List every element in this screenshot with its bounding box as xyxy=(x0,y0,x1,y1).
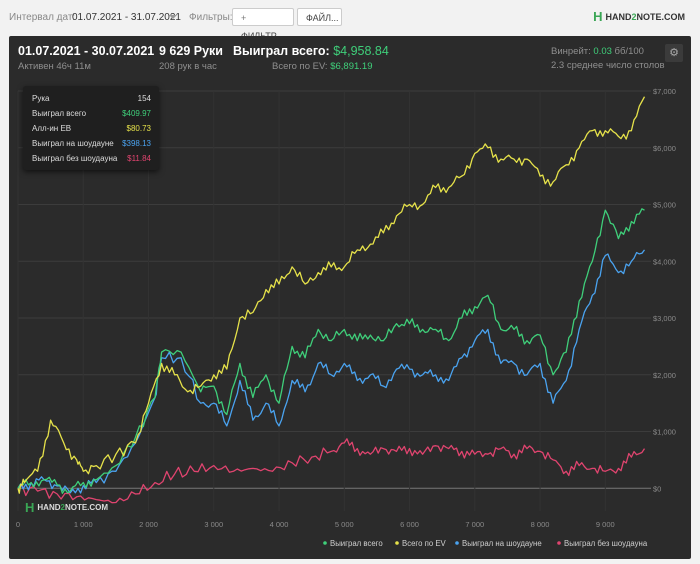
x-tick-label: 0 xyxy=(16,520,20,529)
line-won-showdown xyxy=(17,249,646,494)
chevron-down-icon[interactable] xyxy=(169,15,177,19)
x-tick-label: 6 000 xyxy=(400,520,419,529)
x-tick-label: 9 000 xyxy=(596,520,615,529)
tooltip-row: Выиграл на шоудауне $398.13 xyxy=(32,139,151,148)
tooltip-value: $409.97 xyxy=(122,109,151,118)
watermark-logo: H HAND2NOTE.COM xyxy=(25,500,108,515)
winrate: Винрейт: 0.03 бб/100 xyxy=(551,46,644,57)
tooltip-value: 154 xyxy=(137,94,151,103)
hand-tooltip: Рука 154 Выиграл всего $409.97 Алл-ин EB $8… xyxy=(23,86,159,170)
legend-label: Выиграл всего xyxy=(330,539,383,548)
filters-label: Фильтры: xyxy=(189,12,233,23)
tooltip-row: Выиграл всего $409.97 xyxy=(32,109,151,118)
date-range: 01.07.2021 - 30.07.2021 xyxy=(18,44,155,58)
tooltip-label: Алл-ин EB xyxy=(32,124,72,133)
logo-text-pre: HAND xyxy=(605,11,632,22)
tooltip-row: Алл-ин EB $80.73 xyxy=(32,124,151,133)
legend-label: Выиграл на шоудауне xyxy=(462,539,542,548)
graph-panel: 01.07.2021 - 30.07.2021 Активен 46ч 11м … xyxy=(9,36,691,559)
winrate-label: Винрейт: xyxy=(551,46,591,57)
tooltip-value: $11.84 xyxy=(127,154,151,163)
watermark-text-pre: HAND xyxy=(37,503,61,512)
watermark-text-post: NOTE.COM xyxy=(64,503,109,512)
tooltip-row: Выиграл без шоудауна $11.84 xyxy=(32,154,151,163)
watermark-text-two: 2 xyxy=(60,503,65,512)
watermark-h-icon: H xyxy=(25,500,35,515)
legend-marker xyxy=(557,541,561,545)
y-tick-label: $3,000 xyxy=(653,314,676,323)
logo-h-icon: H xyxy=(593,9,603,24)
tooltip-value: $398.13 xyxy=(122,139,151,148)
avg-tables: 2.3 среднее число столов xyxy=(551,60,665,71)
gear-icon[interactable]: ⚙ xyxy=(665,44,683,62)
ev-total: Всего по EV: $6,891.19 xyxy=(272,61,372,72)
y-tick-label: $2,000 xyxy=(653,371,676,380)
tooltip-value: $80.73 xyxy=(126,124,151,133)
add-filter-button[interactable]: + ФИЛЬТР... xyxy=(232,8,294,41)
tooltip-row: Рука 154 xyxy=(32,94,151,103)
x-tick-label: 7 000 xyxy=(465,520,484,529)
logo-text-two: 2 xyxy=(631,11,637,22)
y-tick-label: $0 xyxy=(653,484,661,493)
interval-label: Интервал дат: xyxy=(9,12,76,23)
ev-value: $6,891.19 xyxy=(330,61,373,72)
tooltip-label: Выиграл на шоудауне xyxy=(32,139,114,148)
top-toolbar: Интервал дат: 01.07.2021 - 31.07.2021 Фи… xyxy=(0,0,700,41)
results-chart: $0 $1,000 $2,000 $3,000 $4,000 $5,000 $6,000 $7… xyxy=(16,87,676,548)
hands-count: 9 629 Руки xyxy=(159,44,223,58)
tooltip-label: Выиграл всего xyxy=(32,109,87,118)
hands-per-hour: 208 рук в час xyxy=(159,61,217,72)
line-ev-total xyxy=(17,96,646,494)
winrate-unit: бб/100 xyxy=(614,46,644,57)
x-tick-label: 2 000 xyxy=(139,520,158,529)
legend-label: Выиграл без шоудауна xyxy=(564,539,648,548)
y-tick-label: $7,000 xyxy=(653,87,676,96)
y-tick-label: $4,000 xyxy=(653,257,676,266)
y-tick-label: $5,000 xyxy=(653,201,676,210)
x-tick-label: 5 000 xyxy=(335,520,354,529)
legend-marker xyxy=(455,541,459,545)
line-won-total xyxy=(17,208,645,494)
x-tick-label: 3 000 xyxy=(204,520,223,529)
y-tick-label: $6,000 xyxy=(653,144,676,153)
won-total-value: $4,958.84 xyxy=(333,44,389,58)
winrate-value: 0.03 xyxy=(593,46,612,57)
ev-label: Всего по EV: xyxy=(272,61,328,72)
y-tick-label: $1,000 xyxy=(653,428,676,437)
won-total: Выиграл всего: $4,958.84 xyxy=(233,44,389,58)
legend-label: Всего по EV xyxy=(402,539,447,548)
won-total-label: Выиграл всего: xyxy=(233,44,330,58)
active-time: Активен 46ч 11м xyxy=(18,61,91,72)
logo-text-post: NOTE.COM xyxy=(636,11,686,22)
legend-marker xyxy=(395,541,399,545)
file-button[interactable]: ФАЙЛ... xyxy=(297,8,342,26)
file-button-label: ФАЙЛ... xyxy=(306,13,339,23)
plus-icon: + xyxy=(241,13,247,23)
tooltip-label: Рука xyxy=(32,94,50,103)
x-tick-label: 1 000 xyxy=(74,520,93,529)
x-tick-label: 4 000 xyxy=(270,520,289,529)
interval-select[interactable]: 01.07.2021 - 31.07.2021 xyxy=(72,12,181,23)
brand-logo: H HAND2NOTE.COM xyxy=(593,9,685,24)
x-tick-label: 8 000 xyxy=(531,520,550,529)
legend-marker xyxy=(323,541,327,545)
tooltip-label: Выиграл без шоудауна xyxy=(32,154,118,163)
line-won-no-showdown xyxy=(17,438,646,504)
